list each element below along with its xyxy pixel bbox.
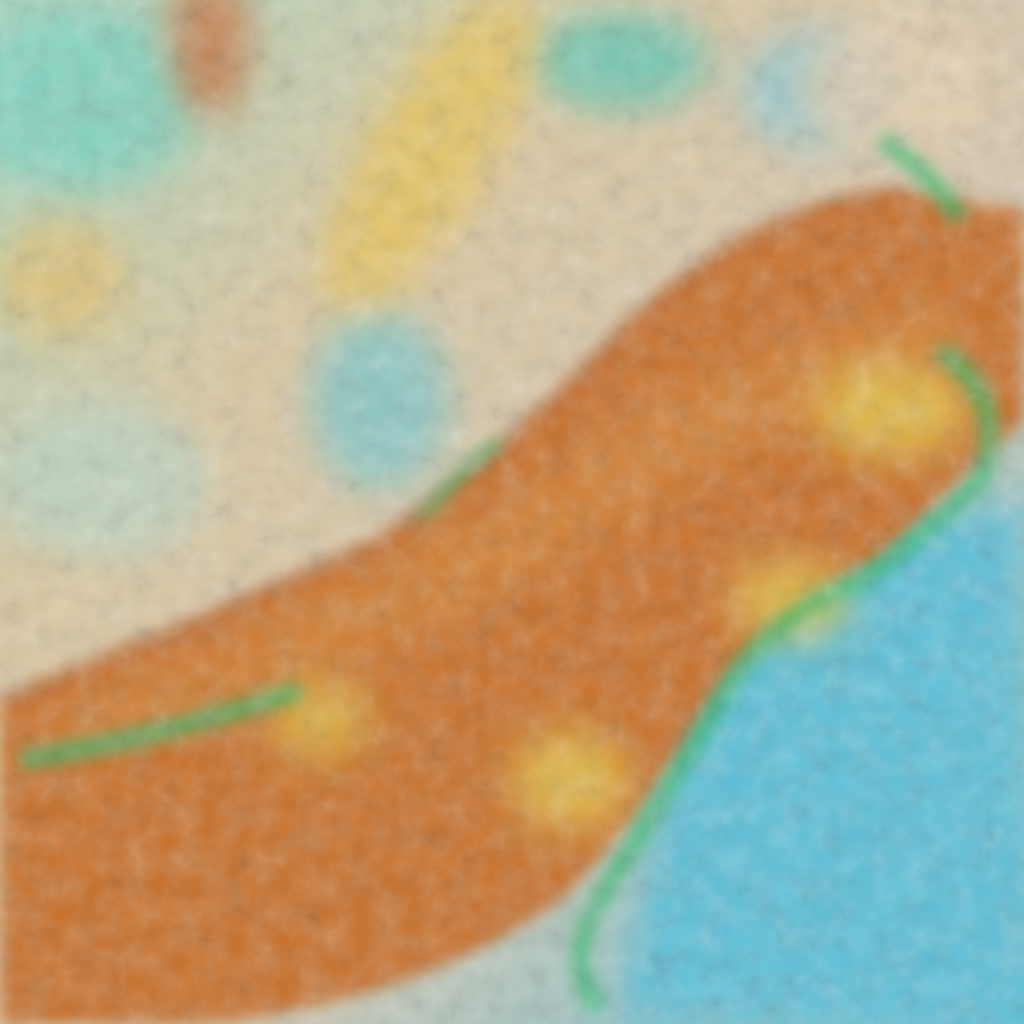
texture-overlay [0, 0, 1024, 1024]
satellite-image [0, 0, 1024, 1024]
